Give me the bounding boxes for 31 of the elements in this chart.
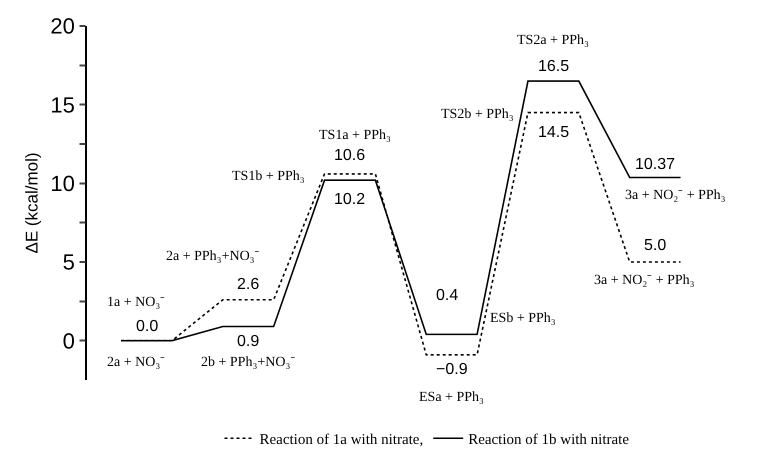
annotation: 14.5 (538, 124, 570, 141)
annotation: 2a + NO₃⁻ (107, 355, 166, 370)
annotation: 10.6 (334, 147, 366, 164)
annotation: 3a + NO₂⁻ + PPh₃ (594, 273, 695, 288)
annotation: 10.37 (635, 156, 676, 173)
annotation: 1a + NO₃⁻ (107, 295, 166, 310)
annotation: 2b + PPh₃+NO₃⁻ (201, 355, 296, 370)
annotation: 2.6 (237, 276, 260, 293)
y-tick-label: 20 (50, 14, 75, 39)
annotation: TS2a + PPh₃ (517, 33, 590, 48)
annotation: 5.0 (644, 237, 666, 254)
annotation: −0.9 (436, 361, 468, 378)
text: ESa + PPh₃ (419, 390, 484, 405)
legend-label: Reaction of 1a with nitrate, (260, 432, 424, 448)
y-tick-label: 10 (50, 171, 75, 196)
annotation: 2a + PPh₃+NO₃⁻ (166, 249, 260, 264)
annotation: 0.9 (237, 333, 260, 350)
legend-label: Reaction of 1b with nitrate (468, 432, 630, 448)
annotation: 0.4 (436, 287, 458, 304)
y-tick-label: 5 (62, 250, 75, 275)
annotation: TS2b + PPh₃ (441, 107, 514, 122)
annotation: 16.5 (538, 58, 570, 75)
annotation: TS1a + PPh₃ (319, 128, 392, 143)
y-tick-label: 0 (62, 328, 75, 354)
annotation: TS1b + PPh₃ (232, 169, 305, 184)
y-axis-title: ΔE (kcal/mol) (22, 152, 42, 254)
annotation: 10.2 (334, 191, 366, 208)
annotation: 3a + NO₂⁻ + PPh₃ (625, 188, 726, 203)
y-tick-label: 15 (50, 92, 75, 118)
annotation: ESb + PPh₃ (490, 311, 556, 326)
annotation: 0.0 (136, 318, 158, 335)
